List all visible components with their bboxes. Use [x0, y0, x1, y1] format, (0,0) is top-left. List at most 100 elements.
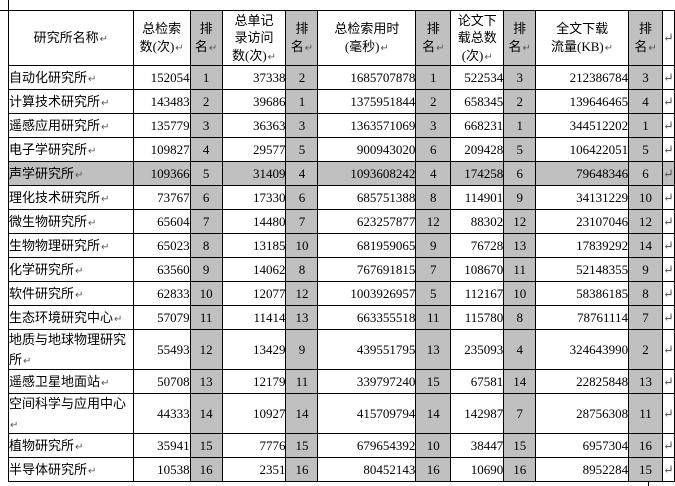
rank-cell: 3 [503, 65, 537, 90]
rank-cell: 2 [628, 329, 663, 370]
rank-cell: 12 [285, 281, 319, 306]
single-record-visits-cell: 17330 [221, 185, 287, 210]
paper-downloads-cell: 114901 [450, 185, 505, 210]
institute-name-cell: 化学研究所↵ [8, 257, 134, 282]
paragraph-mark-icon: ↵ [604, 43, 614, 54]
row-end-mark: ↵ [662, 10, 675, 66]
fulltext-traffic-cell: 17839292 [535, 233, 630, 258]
column-header-total-searches: 总检索 数(次)↵ [132, 10, 191, 66]
fulltext-traffic-cell: 22825848 [535, 369, 630, 394]
row-end-mark: ↵ [662, 457, 675, 482]
row-end-mark: ↵ [662, 233, 675, 258]
paper-downloads-cell: 115780 [450, 305, 505, 330]
header-row: 研究所名称↵ 总检索 数(次)↵ 排 名↵ 总单记 录访问 数(次)↵ 排 名↵… [8, 10, 675, 66]
table-row: 理化技术研究所↵ 73767 6 17330 6 685751388 8 114… [8, 185, 675, 210]
paragraph-mark-icon: ↵ [522, 43, 531, 54]
rank-cell: 1 [189, 65, 223, 90]
single-record-visits-cell: 13185 [221, 233, 287, 258]
single-record-visits-cell: 14480 [221, 209, 287, 234]
rank-cell: 8 [285, 257, 319, 282]
paragraph-mark-icon: ↵ [88, 465, 97, 477]
search-time-cell: 685751388 [317, 185, 417, 210]
fulltext-traffic-cell: 79648346 [535, 161, 630, 186]
rank-cell: 11 [415, 305, 452, 330]
institute-name-cell: 自动化研究所↵ [8, 65, 134, 90]
paragraph-mark-icon: ↵ [101, 193, 110, 205]
table-bottom-right-mark [648, 481, 660, 486]
rank-cell: 9 [285, 329, 319, 370]
row-end-mark: ↵ [662, 281, 675, 306]
rank-cell: 9 [628, 257, 663, 282]
search-time-cell: 1003926957 [317, 281, 417, 306]
single-record-visits-cell: 12077 [221, 281, 287, 306]
rank-cell: 6 [285, 185, 319, 210]
institute-name-cell: 生物物理研究所↵ [8, 233, 134, 258]
paper-downloads-cell: 658345 [450, 89, 505, 114]
rank-cell: 14 [189, 393, 223, 434]
single-record-visits-cell: 36363 [221, 113, 287, 138]
table-row-highlighted: 声学研究所↵ 109366 5 31409 4 1093608242 4 174… [8, 161, 675, 186]
table-row: 遥感卫星地面站↵ 50708 13 12179 11 339797240 15 … [8, 369, 675, 394]
rank-cell: 16 [628, 433, 663, 458]
paragraph-mark-icon: ↵ [88, 145, 97, 157]
rank-cell: 16 [503, 457, 537, 482]
rank-cell: 1 [285, 89, 319, 114]
total-searches-cell: 109366 [132, 161, 191, 186]
fulltext-traffic-cell: 58386185 [535, 281, 630, 306]
paper-downloads-cell: 668231 [450, 113, 505, 138]
single-record-visits-cell: 7776 [221, 433, 287, 458]
total-searches-cell: 152054 [132, 65, 191, 90]
table-row: 化学研究所↵ 63560 9 14062 8 767691815 7 10867… [8, 257, 675, 282]
single-record-visits-cell: 2351 [221, 457, 287, 482]
search-time-cell: 1375951844 [317, 89, 417, 114]
rank-cell: 15 [628, 457, 663, 482]
single-record-visits-cell: 14062 [221, 257, 287, 282]
table-corner-mark-horizontal [0, 10, 9, 11]
paragraph-mark-icon: ↵ [75, 441, 84, 453]
rank-cell: 11 [628, 393, 663, 434]
row-end-mark: ↵ [662, 89, 675, 114]
fulltext-traffic-cell: 23107046 [535, 209, 630, 234]
rank-cell: 4 [415, 161, 452, 186]
table-row: 电子学研究所↵ 109827 4 29577 5 900943020 6 209… [8, 137, 675, 162]
search-time-cell: 900943020 [317, 137, 417, 162]
single-record-visits-cell: 37338 [221, 65, 287, 90]
institute-name-cell: 地质与地球物理研究所↵ [8, 329, 134, 370]
fulltext-traffic-cell: 106422051 [535, 137, 630, 162]
single-record-visits-cell: 29577 [221, 137, 287, 162]
column-header-paper-downloads: 论文下 载总数 (次)↵ [450, 10, 505, 66]
total-searches-cell: 35941 [132, 433, 191, 458]
rank-cell: 12 [189, 329, 223, 370]
fulltext-traffic-cell: 139646465 [535, 89, 630, 114]
search-time-cell: 681959065 [317, 233, 417, 258]
column-header-rank: 排 名↵ [503, 10, 537, 66]
institute-name-cell: 声学研究所↵ [8, 161, 134, 186]
total-searches-cell: 63560 [132, 257, 191, 282]
rank-cell: 11 [503, 257, 537, 282]
paper-downloads-cell: 67581 [450, 369, 505, 394]
rank-cell: 13 [189, 369, 223, 394]
search-time-cell: 1685707878 [317, 65, 417, 90]
table-row: 植物研究所↵ 35941 15 7776 15 679654392 10 384… [8, 433, 675, 458]
paragraph-mark-icon: ↵ [101, 121, 110, 133]
single-record-visits-cell: 10927 [221, 393, 287, 434]
paragraph-mark-icon: ↵ [101, 377, 110, 389]
paragraph-mark-icon: ↵ [101, 97, 110, 109]
paragraph-mark-icon: ↵ [88, 73, 97, 85]
rank-cell: 5 [415, 281, 452, 306]
institute-name-cell: 半导体研究所↵ [8, 457, 134, 482]
rank-cell: 5 [285, 137, 319, 162]
paragraph-mark-icon: ↵ [75, 265, 84, 277]
fulltext-traffic-cell: 78761114 [535, 305, 630, 330]
search-time-cell: 1363571069 [317, 113, 417, 138]
institute-name-cell: 空间科学与应用中心↵ [8, 393, 134, 434]
search-time-cell: 1093608242 [317, 161, 417, 186]
paragraph-mark-icon: ↵ [436, 43, 445, 54]
fulltext-traffic-cell: 34131229 [535, 185, 630, 210]
table-row: 计算技术研究所↵ 143483 2 39686 1 1375951844 2 6… [8, 89, 675, 114]
column-header-rank: 排 名↵ [415, 10, 452, 66]
rank-cell: 13 [503, 233, 537, 258]
paragraph-mark-icon: ↵ [114, 313, 123, 325]
rank-cell: 1 [503, 113, 537, 138]
row-end-mark: ↵ [662, 209, 675, 234]
